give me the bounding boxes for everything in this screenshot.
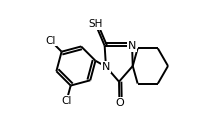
Text: N: N: [128, 41, 136, 51]
Text: O: O: [115, 98, 124, 108]
Text: Cl: Cl: [45, 36, 56, 46]
Text: Cl: Cl: [61, 96, 72, 106]
Text: SH: SH: [88, 19, 103, 29]
Text: N: N: [102, 62, 110, 72]
